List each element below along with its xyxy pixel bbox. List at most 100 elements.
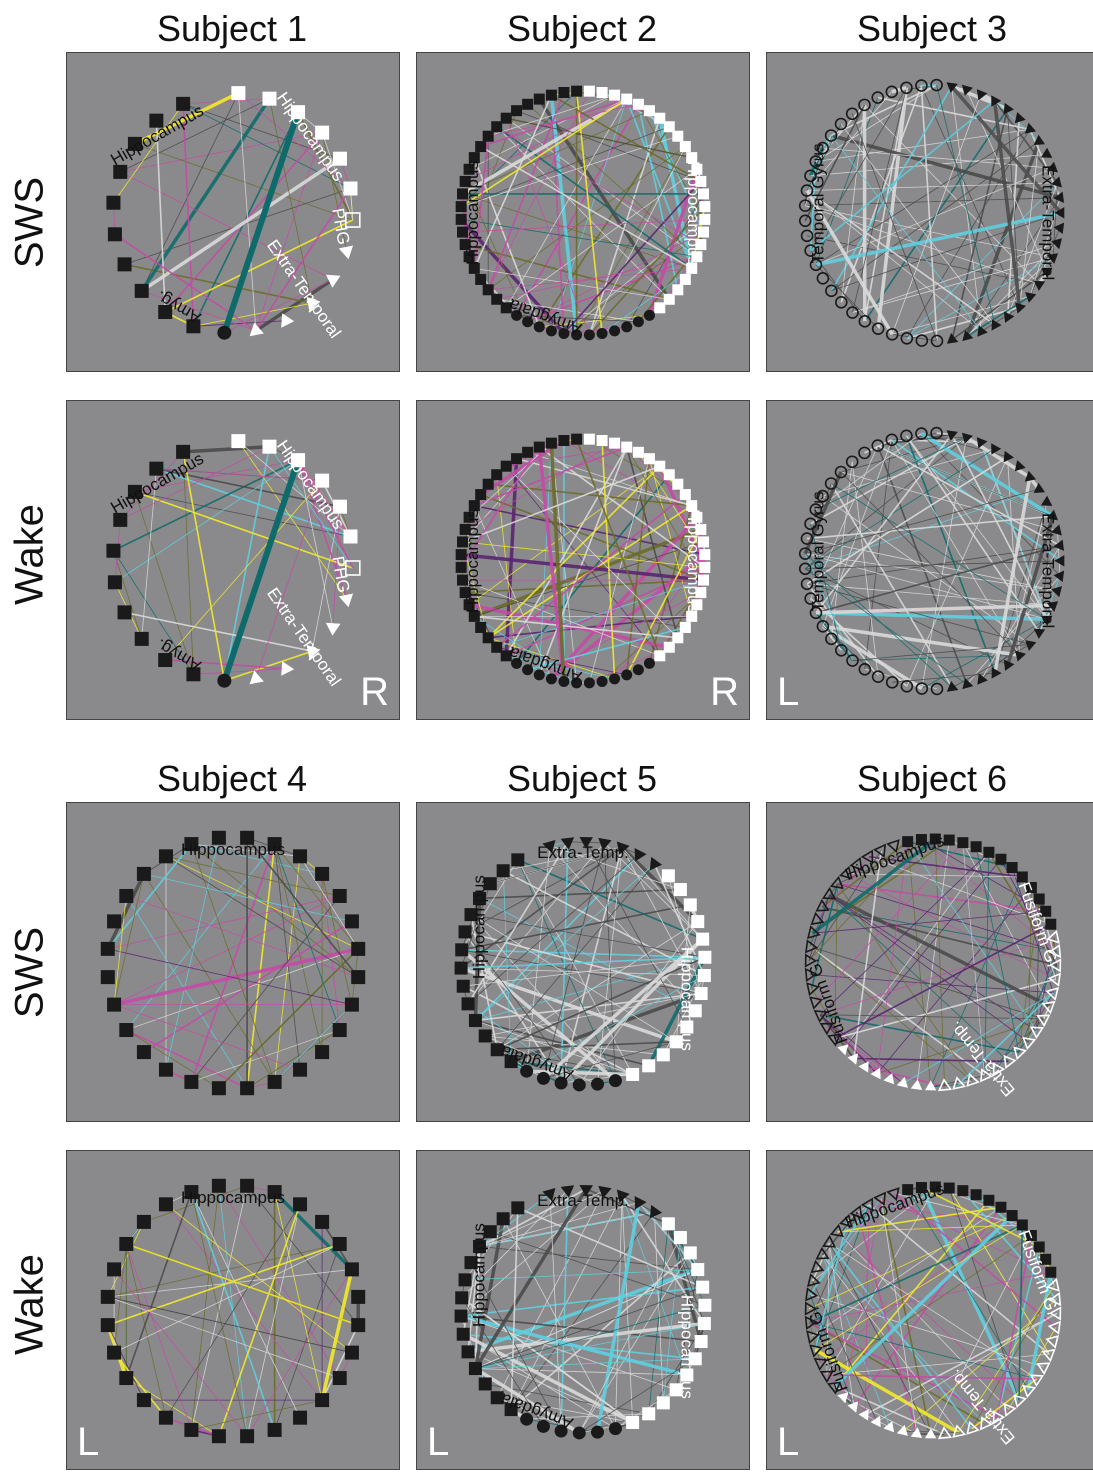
node <box>930 426 943 440</box>
edge <box>113 895 340 1005</box>
subject-4-title: Subject 4 <box>156 758 308 799</box>
node <box>491 469 503 481</box>
node <box>572 1078 586 1092</box>
node <box>343 181 358 196</box>
edge <box>966 242 1058 337</box>
node <box>656 1396 670 1410</box>
node <box>583 329 595 341</box>
edge <box>625 446 679 639</box>
node <box>809 503 823 516</box>
node <box>860 1197 874 1212</box>
edge <box>332 506 341 628</box>
edge <box>526 975 705 1072</box>
node <box>100 970 115 985</box>
node <box>1046 929 1060 944</box>
edge <box>255 132 323 331</box>
edge <box>810 883 839 989</box>
node <box>1033 628 1046 639</box>
edge <box>113 1243 340 1353</box>
node <box>100 1318 115 1333</box>
node <box>915 334 929 347</box>
node <box>293 849 308 864</box>
edge <box>868 856 1023 878</box>
node <box>621 321 633 333</box>
node <box>1048 1306 1062 1321</box>
edge <box>550 516 699 680</box>
node <box>991 319 1002 331</box>
edge <box>164 219 354 313</box>
edge <box>543 842 605 1079</box>
node <box>106 195 121 210</box>
node <box>929 1181 941 1193</box>
edge <box>269 446 354 569</box>
edge <box>461 904 691 951</box>
node <box>885 328 899 341</box>
edge <box>191 1185 220 1430</box>
node <box>1048 1291 1062 1307</box>
edge <box>1019 141 1040 308</box>
subject-1-title: Subject 1 <box>156 8 308 49</box>
node <box>542 840 556 854</box>
node <box>475 621 487 633</box>
node <box>900 679 914 693</box>
edge <box>981 306 1020 332</box>
node <box>267 1185 282 1200</box>
node <box>991 443 1002 455</box>
edge <box>510 991 702 1064</box>
node <box>522 316 534 328</box>
node <box>496 864 510 878</box>
node <box>632 446 644 458</box>
node <box>249 322 264 337</box>
edge <box>120 98 270 173</box>
node <box>332 1371 347 1386</box>
edge <box>811 837 937 935</box>
edge <box>141 290 257 332</box>
node <box>158 849 173 864</box>
node <box>211 1429 226 1444</box>
edge <box>837 1206 1002 1233</box>
edge <box>299 856 359 950</box>
edge <box>120 171 334 280</box>
node <box>511 105 523 117</box>
node <box>504 1403 518 1417</box>
node <box>870 1415 881 1428</box>
node <box>217 325 232 340</box>
node <box>533 441 545 453</box>
edge <box>930 1084 959 1088</box>
node <box>134 283 149 298</box>
node <box>1045 1266 1057 1278</box>
node <box>511 853 525 867</box>
edge <box>988 851 1058 966</box>
node <box>1003 450 1014 463</box>
edge <box>950 434 1048 620</box>
edge <box>321 873 341 1031</box>
edge <box>461 552 704 582</box>
node <box>847 1401 859 1413</box>
node <box>669 1035 683 1049</box>
edge <box>902 992 1054 1084</box>
edge <box>579 1358 696 1434</box>
node <box>970 841 982 853</box>
node <box>915 1182 927 1194</box>
node <box>211 830 226 845</box>
node <box>293 1410 308 1425</box>
node <box>262 91 277 106</box>
edge <box>475 1269 698 1369</box>
node <box>654 650 666 662</box>
node <box>571 329 583 341</box>
edge <box>806 123 842 191</box>
node <box>1040 147 1053 158</box>
edge <box>921 437 967 689</box>
node <box>186 319 201 334</box>
edge <box>626 446 704 581</box>
edge <box>821 1212 859 1256</box>
node <box>461 1345 475 1359</box>
node <box>351 1318 366 1333</box>
node <box>845 107 859 121</box>
edge <box>311 506 341 652</box>
node <box>158 1062 173 1077</box>
node <box>579 837 593 849</box>
edge <box>648 1223 669 1414</box>
node <box>835 296 848 309</box>
edge <box>826 1374 1037 1380</box>
